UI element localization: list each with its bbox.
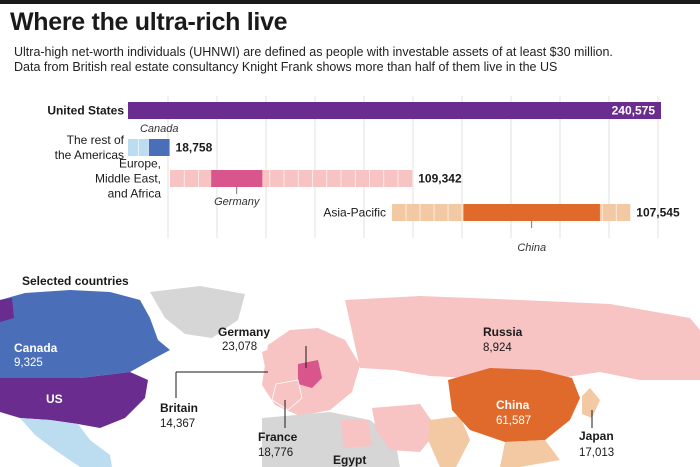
bar-highlight-germany bbox=[211, 170, 263, 187]
map-label-us: US bbox=[46, 392, 63, 406]
value-labels: 240,575 18,758 109,342 107,545 bbox=[176, 104, 680, 220]
germany-shape bbox=[298, 360, 322, 388]
map-label-china: China bbox=[496, 398, 530, 412]
map-value-france: 18,776 bbox=[258, 447, 293, 459]
bar-4 bbox=[392, 204, 631, 221]
category-label-2: The rest of the Americas bbox=[55, 133, 125, 162]
mexico-shape bbox=[20, 418, 112, 467]
alaska-shape bbox=[0, 298, 14, 322]
value-label-3: 109,342 bbox=[418, 172, 462, 186]
value-label-1: 240,575 bbox=[612, 104, 656, 118]
map-label-russia: Russia bbox=[483, 325, 523, 339]
category-label-3: Europe, Middle East, and Africa bbox=[95, 157, 161, 201]
map-label-germany: Germany bbox=[218, 325, 270, 339]
value-label-4: 107,545 bbox=[636, 206, 680, 220]
egypt-shape bbox=[340, 420, 372, 448]
canada-shape bbox=[0, 290, 170, 380]
us-shape bbox=[0, 372, 148, 428]
bar-1 bbox=[128, 102, 661, 119]
callout-label-china: China bbox=[517, 242, 546, 254]
map-value-china: 61,587 bbox=[496, 415, 531, 427]
map-value-canada: 9,325 bbox=[14, 357, 43, 369]
map-value-britain: 14,367 bbox=[160, 418, 195, 430]
france-shape bbox=[271, 379, 303, 411]
category-label-1: United States bbox=[47, 104, 124, 118]
map-value-russia: 8,924 bbox=[483, 342, 512, 354]
russia-shape bbox=[345, 296, 700, 380]
map-label-britain: Britain bbox=[160, 401, 198, 415]
subtitle-line-2: Data from British real estate consultanc… bbox=[14, 60, 558, 74]
bar-highlight-china bbox=[463, 204, 600, 221]
china-shape bbox=[448, 368, 580, 442]
value-label-2: 18,758 bbox=[176, 141, 213, 155]
britain-shape bbox=[262, 348, 276, 372]
map-heading: Selected countries bbox=[22, 274, 129, 288]
bar-3 bbox=[170, 170, 413, 187]
middle-east-shape bbox=[372, 404, 438, 452]
map-value-germany: 23,078 bbox=[222, 341, 257, 353]
india-shape bbox=[428, 416, 470, 467]
chart-bars bbox=[128, 102, 661, 221]
map-value-japan: 17,013 bbox=[579, 447, 614, 459]
page-title: Where the ultra-rich live bbox=[10, 8, 288, 36]
callout-label-germany: Germany bbox=[214, 196, 261, 208]
greenland-shape bbox=[150, 286, 245, 338]
category-labels: United States The rest of the AmericasEuro… bbox=[47, 104, 386, 220]
category-label-4: Asia-Pacific bbox=[323, 206, 386, 220]
bar-highlight-canada bbox=[148, 139, 170, 156]
map-label-japan: Japan bbox=[579, 429, 614, 443]
bar-2 bbox=[128, 139, 170, 156]
se-asia-shape bbox=[500, 440, 560, 467]
map-label-canada: Canada bbox=[14, 341, 58, 355]
top-rule bbox=[0, 0, 700, 4]
callout-label-canada: Canada bbox=[140, 123, 179, 135]
bar-fill bbox=[128, 102, 661, 119]
map-label-egypt: Egypt bbox=[333, 453, 366, 467]
country-callouts: Canada Germany China bbox=[140, 123, 546, 254]
map-label-france: France bbox=[258, 430, 298, 444]
japan-shape bbox=[582, 388, 600, 418]
subtitle-line-1: Ultra-high net-worth individuals (UHNWI)… bbox=[14, 45, 613, 59]
